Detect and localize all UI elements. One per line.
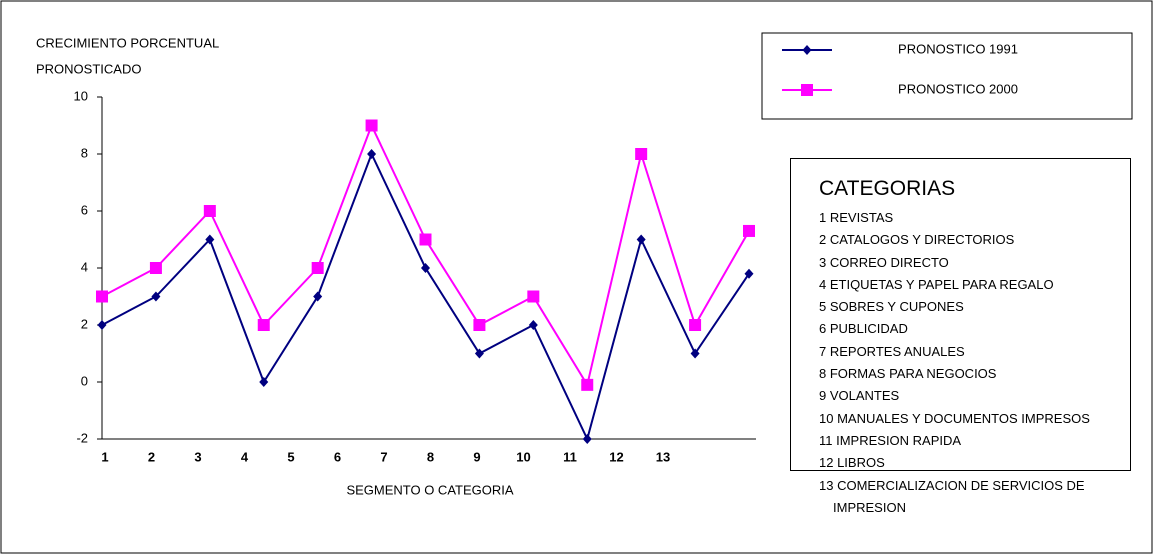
data-point <box>203 205 216 217</box>
legend <box>761 32 1133 120</box>
data-point <box>527 290 540 303</box>
x-tick-label: 8 <box>427 449 434 464</box>
data-point <box>149 262 162 274</box>
data-point <box>690 348 700 359</box>
data-point <box>744 268 754 279</box>
category-item: 3 CORREO DIRECTO <box>819 254 949 270</box>
y-tick-label: -2 <box>76 430 88 445</box>
x-tick-label: 2 <box>148 449 155 464</box>
category-item: 10 MANUALES Y DOCUMENTOS IMPRESOS <box>819 410 1090 426</box>
series-line <box>101 151 750 442</box>
category-item: 1 REVISTAS <box>819 210 894 225</box>
category-item: 4 ETIQUETAS Y PAPEL PARA REGALO <box>819 276 1054 292</box>
category-item: 12 LIBROS <box>819 455 885 471</box>
category-item: 5 SOBRES Y CUPONES <box>819 299 964 315</box>
data-point <box>689 319 702 331</box>
y-tick-label: 10 <box>74 88 88 103</box>
y-axis-title: PRONOSTICADO <box>36 61 141 76</box>
data-point <box>635 148 648 160</box>
y-tick-label: 4 <box>81 259 88 274</box>
data-point <box>419 233 432 246</box>
data-point <box>151 291 161 302</box>
y-tick-label: 2 <box>81 316 88 331</box>
category-box-title: CATEGORIAS <box>819 177 956 200</box>
data-point <box>473 319 486 331</box>
category-item: 13 COMERCIALIZACION DE SERVICIOS DE IMPR… <box>819 477 1085 515</box>
category-item: 11 IMPRESION RAPIDA <box>819 432 962 448</box>
data-point <box>257 319 270 331</box>
data-point <box>311 262 324 274</box>
legend-label: PRONOSTICO 2000 <box>898 81 1018 96</box>
data-point <box>313 291 323 302</box>
data-point <box>581 378 594 391</box>
category-box: CATEGORIAS 1 REVISTAS 2 CATALOGOS Y DIREC… <box>790 158 1131 515</box>
x-tick-label: 5 <box>287 449 294 464</box>
x-tick-label: 13 <box>656 449 670 464</box>
x-tick-label: 11 <box>563 449 577 464</box>
data-point <box>96 290 108 303</box>
category-item: 9 VOLANTES <box>819 388 900 404</box>
data-point <box>421 263 430 273</box>
y-tick-label: 6 <box>81 202 88 217</box>
x-tick-label: 1 <box>101 449 108 464</box>
legend-label: PRONOSTICO 1991 <box>898 41 1018 56</box>
category-item: 6 PUBLICIDAD <box>819 321 908 337</box>
series-line <box>101 122 750 388</box>
data-point <box>97 320 107 330</box>
data-point <box>259 377 269 387</box>
data-point <box>365 119 378 132</box>
category-item: 8 FORMAS PARA NEGOCIOS <box>819 366 997 382</box>
legend-marker <box>802 45 812 55</box>
data-point <box>582 434 592 444</box>
data-point <box>743 224 755 237</box>
x-tick-label: 7 <box>380 449 387 464</box>
x-tick-label: 9 <box>473 449 480 464</box>
data-point <box>367 149 377 159</box>
category-item: 7 REPORTES ANUALES <box>819 343 965 359</box>
y-axis-title: CRECIMIENTO PORCENTUAL <box>36 35 219 50</box>
x-tick-label: 10 <box>516 449 530 464</box>
x-tick-label: 12 <box>609 449 623 464</box>
data-point <box>205 234 215 245</box>
x-tick-label: 6 <box>334 449 341 464</box>
legend-marker <box>801 84 813 96</box>
x-tick-label: 3 <box>194 449 201 464</box>
data-point <box>636 234 646 245</box>
x-axis-title: SEGMENTO O CATEGORIA <box>346 482 513 497</box>
y-tick-label: 0 <box>81 373 88 388</box>
data-point <box>528 320 538 330</box>
x-tick-label: 4 <box>241 449 249 464</box>
y-tick-label: 8 <box>81 145 88 160</box>
category-item: 2 CATALOGOS Y DIRECTORIOS <box>819 232 1015 248</box>
data-point <box>474 348 484 359</box>
